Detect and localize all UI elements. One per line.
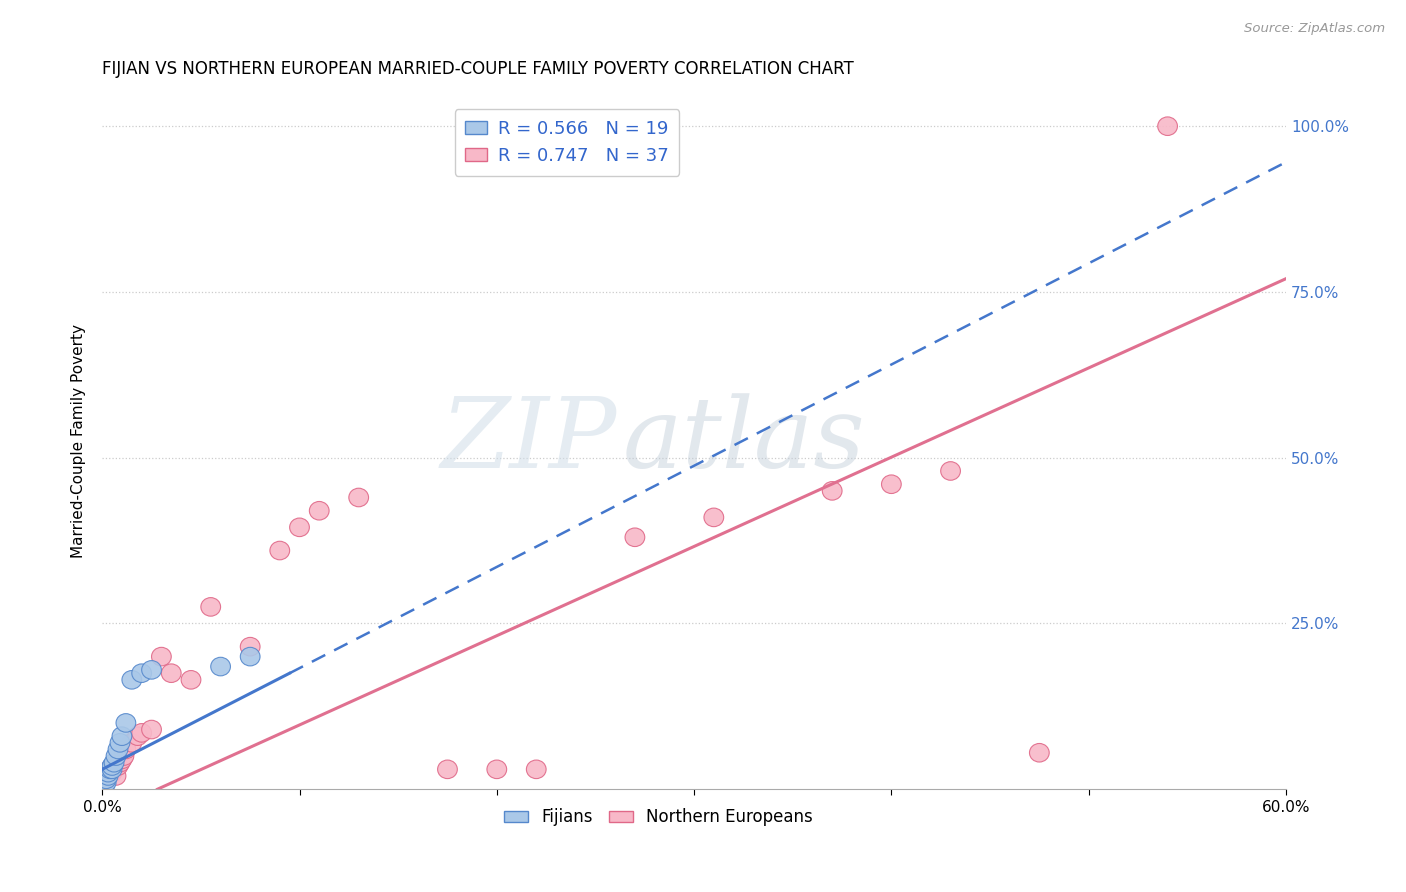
Ellipse shape bbox=[114, 747, 134, 765]
Ellipse shape bbox=[132, 664, 152, 682]
Ellipse shape bbox=[117, 740, 136, 759]
Ellipse shape bbox=[1157, 117, 1177, 136]
Ellipse shape bbox=[98, 764, 118, 782]
Ellipse shape bbox=[142, 720, 162, 739]
Ellipse shape bbox=[96, 767, 117, 785]
Ellipse shape bbox=[107, 767, 127, 785]
Ellipse shape bbox=[437, 760, 457, 779]
Ellipse shape bbox=[823, 482, 842, 500]
Ellipse shape bbox=[181, 671, 201, 690]
Ellipse shape bbox=[94, 777, 114, 795]
Ellipse shape bbox=[94, 773, 114, 792]
Ellipse shape bbox=[100, 760, 120, 779]
Ellipse shape bbox=[94, 777, 114, 795]
Ellipse shape bbox=[882, 475, 901, 493]
Ellipse shape bbox=[107, 747, 127, 765]
Ellipse shape bbox=[112, 727, 132, 746]
Ellipse shape bbox=[122, 733, 142, 752]
Ellipse shape bbox=[122, 671, 142, 690]
Legend: Fijians, Northern Europeans: Fijians, Northern Europeans bbox=[498, 802, 820, 833]
Ellipse shape bbox=[240, 648, 260, 666]
Ellipse shape bbox=[626, 528, 645, 547]
Ellipse shape bbox=[98, 767, 118, 785]
Ellipse shape bbox=[201, 598, 221, 616]
Ellipse shape bbox=[290, 518, 309, 537]
Ellipse shape bbox=[104, 760, 124, 779]
Ellipse shape bbox=[309, 501, 329, 520]
Ellipse shape bbox=[132, 723, 152, 742]
Text: FIJIAN VS NORTHERN EUROPEAN MARRIED-COUPLE FAMILY POVERTY CORRELATION CHART: FIJIAN VS NORTHERN EUROPEAN MARRIED-COUP… bbox=[103, 60, 853, 78]
Ellipse shape bbox=[349, 488, 368, 507]
Y-axis label: Married-Couple Family Poverty: Married-Couple Family Poverty bbox=[72, 324, 86, 558]
Ellipse shape bbox=[162, 664, 181, 682]
Ellipse shape bbox=[526, 760, 546, 779]
Ellipse shape bbox=[486, 760, 506, 779]
Ellipse shape bbox=[110, 733, 129, 752]
Ellipse shape bbox=[240, 638, 260, 656]
Ellipse shape bbox=[117, 714, 136, 732]
Ellipse shape bbox=[270, 541, 290, 560]
Ellipse shape bbox=[103, 764, 122, 782]
Ellipse shape bbox=[108, 740, 128, 759]
Ellipse shape bbox=[100, 760, 120, 779]
Ellipse shape bbox=[1029, 743, 1049, 762]
Ellipse shape bbox=[103, 760, 122, 779]
Ellipse shape bbox=[128, 727, 148, 746]
Ellipse shape bbox=[96, 770, 117, 789]
Text: atlas: atlas bbox=[623, 393, 866, 489]
Text: ZIP: ZIP bbox=[441, 393, 617, 489]
Ellipse shape bbox=[941, 462, 960, 480]
Ellipse shape bbox=[98, 764, 118, 782]
Ellipse shape bbox=[704, 508, 724, 526]
Ellipse shape bbox=[104, 754, 124, 772]
Ellipse shape bbox=[103, 756, 122, 775]
Ellipse shape bbox=[96, 773, 117, 792]
Text: Source: ZipAtlas.com: Source: ZipAtlas.com bbox=[1244, 22, 1385, 36]
Ellipse shape bbox=[112, 750, 132, 769]
Ellipse shape bbox=[110, 754, 129, 772]
Ellipse shape bbox=[96, 770, 117, 789]
Ellipse shape bbox=[108, 756, 128, 775]
Ellipse shape bbox=[142, 661, 162, 679]
Ellipse shape bbox=[152, 648, 172, 666]
Ellipse shape bbox=[211, 657, 231, 676]
